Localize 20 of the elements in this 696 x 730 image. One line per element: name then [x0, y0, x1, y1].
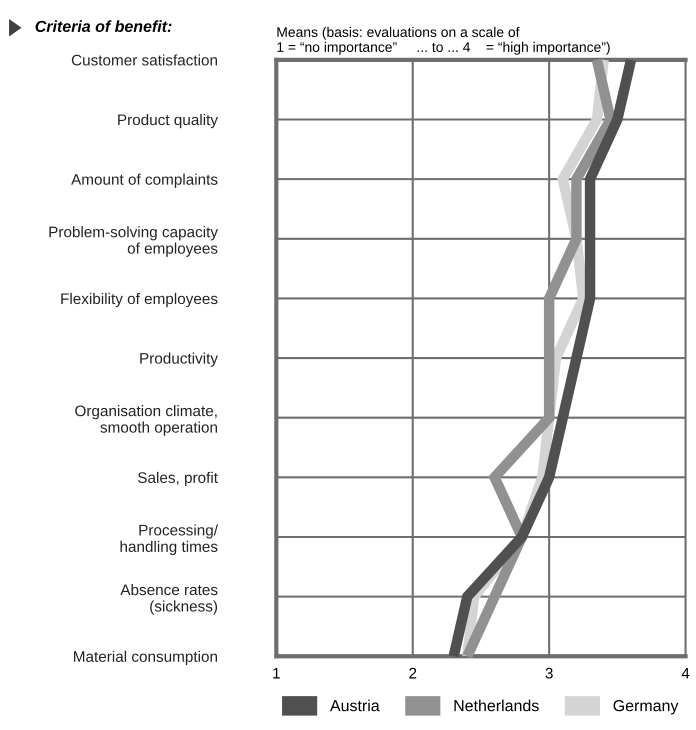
y-tick-label: Product quality [118, 114, 218, 128]
y-tick-label: Sales, profit [138, 472, 218, 486]
x-tick-label: 3 [545, 668, 553, 679]
y-tick-label: Amount of complaints [71, 174, 218, 188]
legend-label: Austria [330, 700, 380, 712]
legend-label: Germany [614, 700, 678, 714]
x-tick-label: 2 [409, 668, 416, 678]
y-tick-label: Organisation climate, smooth operation [75, 405, 217, 436]
y-tick-label: Material consumption [74, 650, 217, 665]
y-tick-label: Processing/ handling times [120, 524, 218, 556]
legend-label: Netherlands [454, 700, 539, 712]
y-tick-label: Productivity [140, 352, 218, 367]
y-tick-label: Absence rates (sickness) [120, 584, 218, 615]
x-tick-label: 1 [273, 668, 280, 678]
x-tick-label: 4 [682, 668, 690, 678]
y-tick-label: Problem-solving capacity of employees [49, 226, 218, 257]
y-tick-label: Customer satisfaction [72, 54, 217, 66]
text: Criteria of benefit: [36, 20, 172, 32]
y-tick-label: Flexibility of employees [61, 292, 218, 308]
chart-subtitle: Means (basis: evaluations on a scale of 1 = “no importance” ... to ... 4 = “high importance”) [277, 26, 610, 55]
